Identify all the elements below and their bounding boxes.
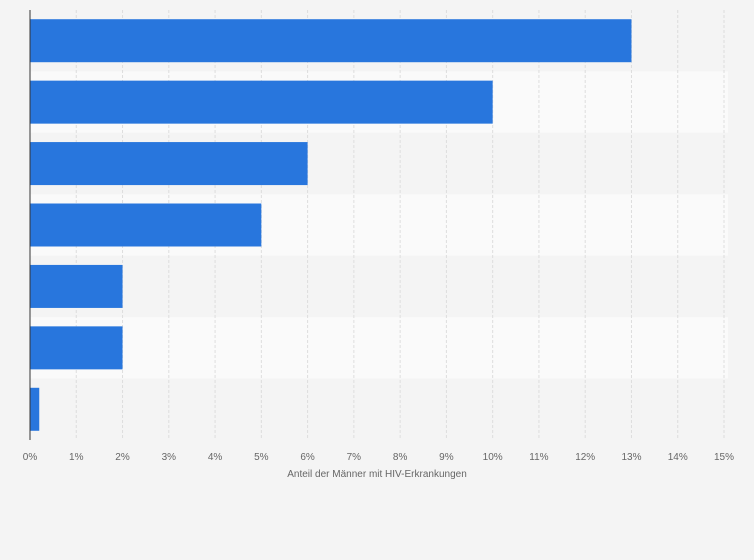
x-tick-label: 5% (254, 452, 269, 463)
bar (30, 80, 493, 124)
x-tick-label: 15% (714, 452, 734, 463)
bar (30, 264, 123, 308)
x-tick-label: 10% (483, 452, 503, 463)
bar (30, 142, 308, 186)
x-tick-label: 12% (575, 452, 595, 463)
x-tick-label: 2% (115, 452, 130, 463)
bars (30, 19, 632, 431)
x-axis-tick-labels: 0% 1% 2% 3% 4% 5% 6% 7% 8% 9% 10% 11% 12% 13% 14% 15% (23, 452, 734, 463)
x-tick-label: 13% (621, 452, 641, 463)
x-tick-label: 3% (162, 452, 177, 463)
x-tick-label: 8% (393, 452, 408, 463)
row-band (30, 255, 728, 318)
bar (30, 326, 123, 370)
bar (30, 203, 262, 247)
x-tick-label: 11% (529, 452, 548, 463)
row-band (30, 378, 728, 440)
x-tick-label: 0% (23, 452, 38, 463)
bar (30, 19, 632, 63)
x-tick-label: 4% (208, 452, 223, 463)
x-tick-label: 14% (668, 452, 688, 463)
row-bands (30, 10, 728, 440)
bar (30, 387, 40, 431)
x-tick-label: 1% (69, 452, 84, 463)
x-tick-label: 9% (439, 452, 454, 463)
row-band (30, 317, 728, 379)
x-axis-title: Anteil der Männer mit HIV-Erkrankungen (287, 469, 467, 480)
x-tick-label: 6% (300, 452, 315, 463)
x-tick-label: 7% (347, 452, 362, 463)
